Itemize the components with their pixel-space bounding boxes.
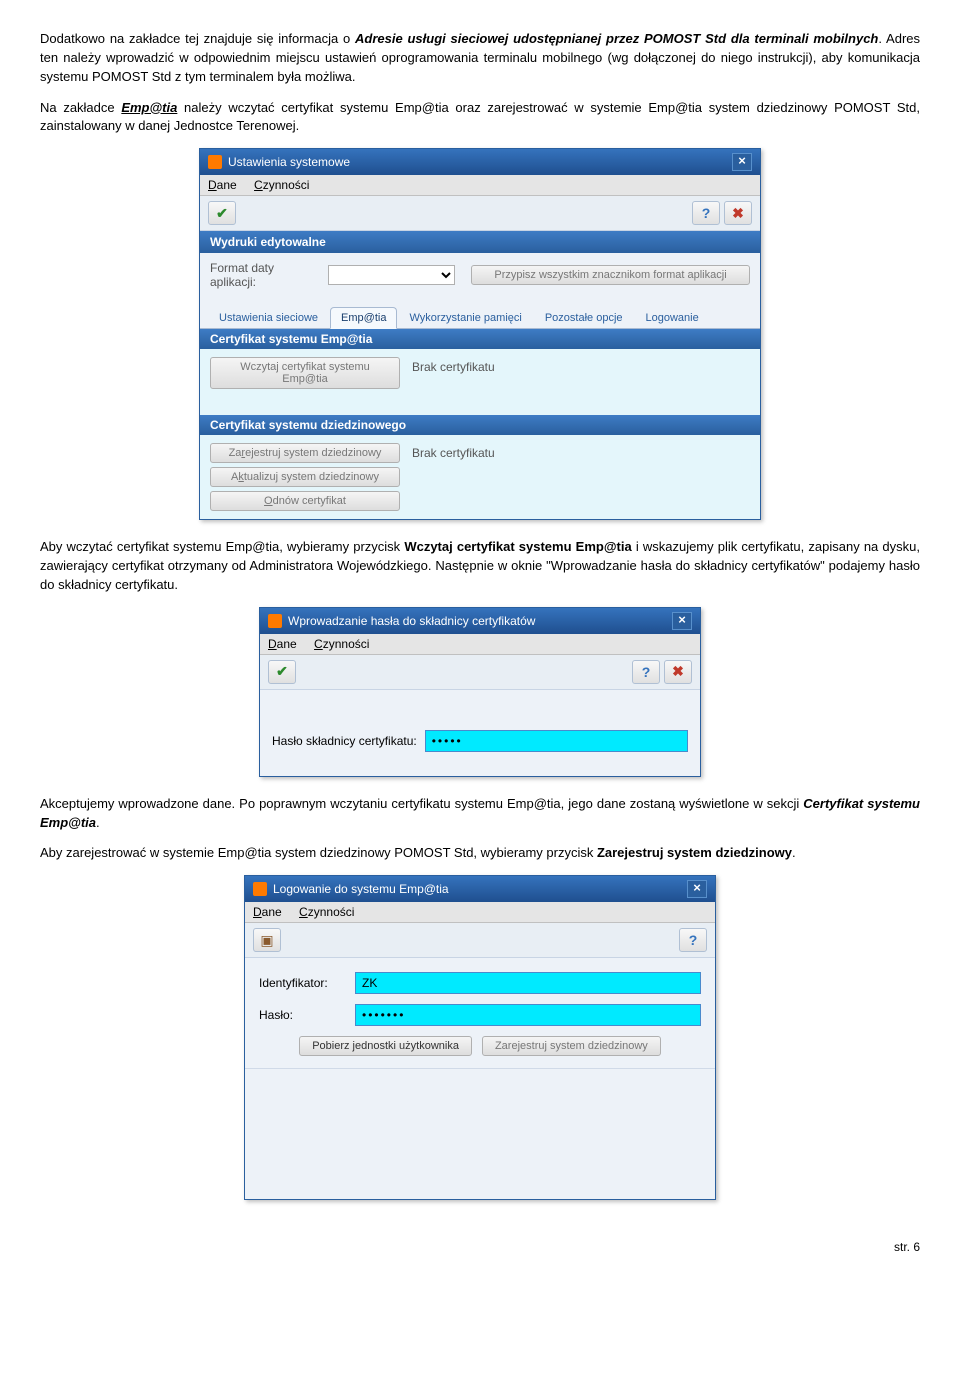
tab-empatia[interactable]: Emp@tia: [330, 307, 397, 329]
id-input[interactable]: ZK: [355, 972, 701, 994]
format-label: Format daty aplikacji:: [210, 261, 320, 289]
settings-window: Ustawienia systemowe × DDaneane Czynnośc…: [199, 148, 761, 520]
menu-czynnosci[interactable]: Czynności: [299, 905, 354, 919]
empty-area: [245, 1068, 715, 1199]
app-icon: [208, 155, 222, 169]
toolbar: ▣ ?: [245, 923, 715, 958]
para-3: Aby wczytać certyfikat systemu Emp@tia, …: [40, 538, 920, 595]
password-input[interactable]: •••••: [425, 730, 688, 752]
toolbar: ✔ ? ✖: [260, 655, 700, 690]
menu-dane[interactable]: Dane: [253, 905, 282, 919]
register-system-button[interactable]: Zarejestruj system dziedzinowy: [482, 1036, 661, 1056]
para-5: Aby zarejestrować w systemie Emp@tia sys…: [40, 844, 920, 863]
menubar: DDaneane Czynności: [200, 175, 760, 196]
cert-dziedzinowy-header: Certyfikat systemu dziedzinowego: [200, 415, 760, 435]
titlebar: Logowanie do systemu Emp@tia ×: [245, 876, 715, 902]
section-wydruki: Wydruki edytowalne: [200, 231, 760, 253]
menu-dane[interactable]: DDaneane: [208, 178, 237, 192]
renew-cert-button[interactable]: Odnów certyfikat: [210, 491, 400, 511]
titlebar: Ustawienia systemowe ×: [200, 149, 760, 175]
window-title: Logowanie do systemu Emp@tia: [273, 882, 449, 896]
cert-empatia-status: Brak certyfikatu: [412, 357, 750, 389]
cert-empatia-header: Certyfikat systemu Emp@tia: [200, 329, 760, 349]
window-title: Ustawienia systemowe: [228, 155, 350, 169]
password-input[interactable]: •••••••: [355, 1004, 701, 1026]
id-label: Identyfikator:: [259, 976, 349, 990]
help-button[interactable]: ?: [632, 660, 660, 684]
menu-czynnosci[interactable]: Czynności: [314, 637, 369, 651]
window-title: Wprowadzanie hasła do składnicy certyfik…: [288, 614, 535, 628]
save-button[interactable]: ▣: [253, 928, 281, 952]
password-label: Hasło składnicy certyfikatu:: [272, 734, 417, 748]
menu-dane[interactable]: Dane: [268, 637, 297, 651]
register-system-button[interactable]: Zarejestruj system dziedzinowy: [210, 443, 400, 463]
page-number: str. 6: [40, 1240, 920, 1254]
app-icon: [253, 882, 267, 896]
accept-button[interactable]: ✔: [208, 201, 236, 225]
menu-czynnosci[interactable]: Czynności: [254, 178, 309, 192]
fetch-units-button[interactable]: Pobierz jednostki użytkownika: [299, 1036, 472, 1056]
load-cert-button[interactable]: Wczytaj certyfikat systemu Emp@tia: [210, 357, 400, 389]
accept-button[interactable]: ✔: [268, 660, 296, 684]
password-window: Wprowadzanie hasła do składnicy certyfik…: [259, 607, 701, 777]
para-2: Na zakładce Emp@tia należy wczytać certy…: [40, 99, 920, 137]
para-4: Akceptujemy wprowadzone dane. Po poprawn…: [40, 795, 920, 833]
help-button[interactable]: ?: [679, 928, 707, 952]
close-icon[interactable]: ×: [687, 880, 707, 898]
app-icon: [268, 614, 282, 628]
password-label: Hasło:: [259, 1008, 349, 1022]
tabs: Ustawienia sieciowe Emp@tia Wykorzystani…: [200, 303, 760, 329]
para-1: Dodatkowo na zakładce tej znajduje się i…: [40, 30, 920, 87]
tab-pozostale[interactable]: Pozostałe opcje: [534, 307, 634, 328]
titlebar: Wprowadzanie hasła do składnicy certyfik…: [260, 608, 700, 634]
format-select[interactable]: [328, 265, 455, 285]
login-window: Logowanie do systemu Emp@tia × Dane Czyn…: [244, 875, 716, 1200]
toolbar: ✔ ? ✖: [200, 196, 760, 231]
cancel-button[interactable]: ✖: [724, 201, 752, 225]
tab-ustawienia-sieciowe[interactable]: Ustawienia sieciowe: [208, 307, 329, 328]
close-icon[interactable]: ×: [672, 612, 692, 630]
help-button[interactable]: ?: [692, 201, 720, 225]
tab-logowanie[interactable]: Logowanie: [635, 307, 710, 328]
update-system-button[interactable]: Aktualizuj system dziedzinowy: [210, 467, 400, 487]
close-icon[interactable]: ×: [732, 153, 752, 171]
tab-pamiec[interactable]: Wykorzystanie pamięci: [398, 307, 532, 328]
cert-dziedzinowy-status: Brak certyfikatu: [412, 443, 750, 511]
format-assign-button[interactable]: Przypisz wszystkim znacznikom format apl…: [471, 265, 750, 285]
menubar: Dane Czynności: [260, 634, 700, 655]
menubar: Dane Czynności: [245, 902, 715, 923]
cancel-button[interactable]: ✖: [664, 660, 692, 684]
